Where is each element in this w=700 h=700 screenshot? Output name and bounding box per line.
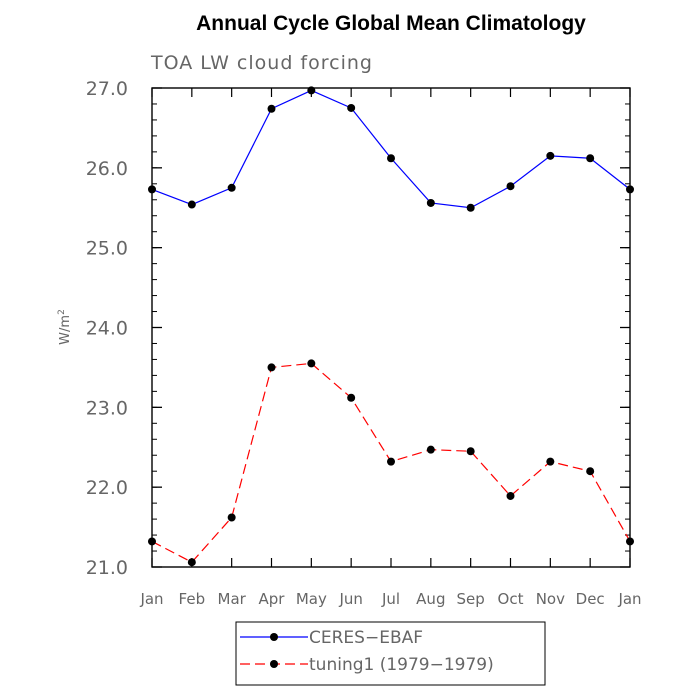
data-point	[347, 393, 356, 402]
data-point	[387, 457, 395, 466]
data-point	[466, 203, 475, 212]
y-axis-label-base: W/m	[58, 315, 73, 345]
x-tick-label: Mar	[218, 590, 247, 608]
data-point	[347, 103, 356, 112]
x-tick-label: Jun	[338, 590, 362, 608]
data-point	[546, 457, 555, 466]
x-tick-label: Feb	[179, 590, 206, 608]
data-point	[227, 513, 236, 522]
data-point	[626, 537, 634, 546]
legend-label: tuning1 (1979−1979)	[309, 655, 494, 675]
chart-subtitle: TOA LW cloud forcing	[150, 52, 373, 74]
y-tick-label: 27.0	[86, 78, 128, 100]
y-tick-label: 25.0	[86, 238, 128, 260]
series-layer	[148, 86, 634, 567]
data-point	[586, 467, 595, 476]
x-tick-label: Apr	[259, 590, 286, 608]
series-1	[148, 359, 634, 567]
x-tick-label: Nov	[536, 590, 565, 608]
data-point	[307, 359, 316, 368]
y-tick-label: 26.0	[86, 158, 128, 180]
x-tick-label: Oct	[498, 590, 524, 608]
x-tick-label: Dec	[576, 590, 605, 608]
y-tick-label: 23.0	[86, 397, 128, 419]
legend-item: tuning1 (1979−1979)	[240, 655, 494, 675]
x-tick-label: Jan	[139, 590, 163, 608]
data-point	[506, 491, 515, 500]
data-point	[227, 183, 236, 192]
data-point	[387, 154, 395, 163]
data-point	[506, 182, 515, 191]
y-axis-label: W/m2	[57, 309, 73, 345]
legend-marker	[270, 660, 278, 668]
legend-box	[235, 621, 546, 686]
legend: CERES−EBAF tuning1 (1979−1979)	[235, 621, 546, 686]
x-tick-label: May	[296, 590, 327, 608]
y-tick-label: 24.0	[86, 318, 128, 340]
data-point	[307, 86, 316, 95]
x-tick-label: Sep	[457, 590, 485, 608]
data-point	[148, 185, 156, 194]
data-point	[546, 151, 555, 160]
y-tick-label: 22.0	[86, 477, 128, 499]
series-0	[148, 86, 634, 212]
series-line	[151, 89, 631, 209]
x-tick-label: Jul	[381, 590, 400, 608]
axes: Jan Feb Mar Apr May Jun Jul Aug Sep Oct Nov Dec Jan 2…	[86, 78, 642, 608]
data-point	[187, 200, 196, 209]
data-point	[187, 558, 196, 567]
y-tick-label: 21.0	[86, 557, 128, 579]
x-tick-label: Jan	[617, 590, 641, 608]
legend-item: CERES−EBAF	[240, 628, 423, 648]
legend-marker	[270, 633, 278, 641]
data-point	[267, 363, 276, 372]
data-point	[426, 198, 435, 207]
legend-label: CERES−EBAF	[309, 628, 423, 648]
data-point	[626, 185, 634, 194]
data-point	[267, 104, 276, 113]
chart-title: Annual Cycle Global Mean Climatology	[196, 12, 586, 35]
data-point	[148, 537, 156, 546]
data-point	[426, 445, 435, 454]
data-point	[586, 154, 595, 163]
y-axis-label-superscript: 2	[57, 309, 67, 315]
x-tick-label: Aug	[416, 590, 445, 608]
data-point	[466, 447, 475, 456]
